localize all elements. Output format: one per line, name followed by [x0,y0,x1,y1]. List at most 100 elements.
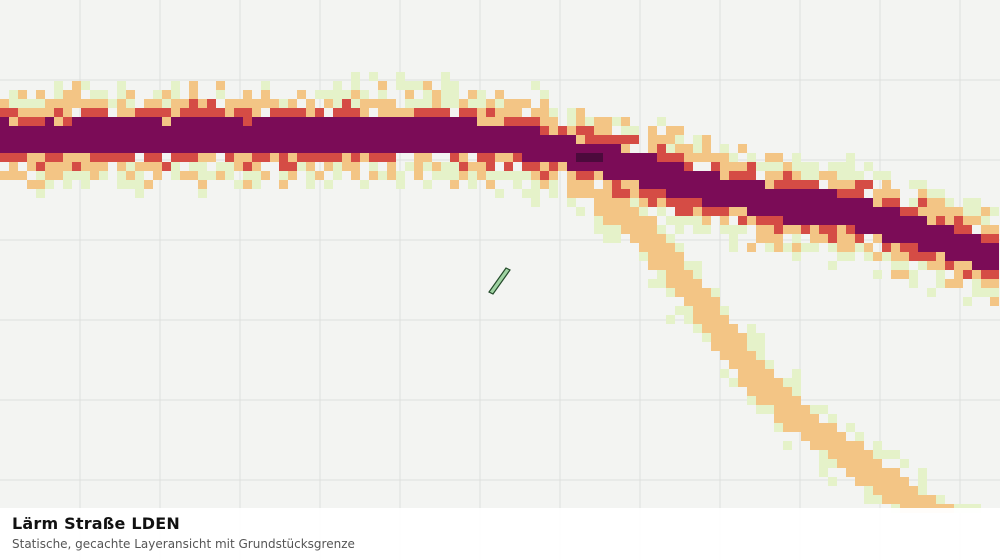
noise-cell-high [252,153,261,162]
noise-cell-very-high [72,126,81,135]
noise-cell-mid [306,99,315,108]
noise-cell-very-high [324,117,333,126]
noise-cell-mid [900,270,909,279]
noise-cell-low [792,162,801,171]
noise-cell-very-high [108,135,117,144]
noise-cell-mid [567,180,576,189]
noise-cell-mid [909,486,918,495]
noise-cell-mid [747,360,756,369]
noise-cell-mid [387,99,396,108]
noise-cell-very-high [648,153,657,162]
noise-cell-mid [603,216,612,225]
noise-cell-very-high [36,126,45,135]
noise-cell-low [684,315,693,324]
noise-cell-mid [720,171,729,180]
noise-cell-mid [450,180,459,189]
noise-cell-very-high [270,126,279,135]
noise-cell-very-high [603,153,612,162]
noise-cell-mid [927,198,936,207]
noise-cell-low [99,171,108,180]
noise-cell-high [585,126,594,135]
noise-cell-very-high [387,126,396,135]
noise-cell-very-high [504,144,513,153]
noise-cell-max [585,153,594,162]
noise-cell-very-high [954,243,963,252]
noise-cell-high [423,108,432,117]
noise-cell-very-high [369,144,378,153]
noise-cell-high [261,153,270,162]
noise-cell-low [684,306,693,315]
noise-cell-very-high [945,252,954,261]
noise-cell-mid [189,81,198,90]
noise-cell-mid [864,450,873,459]
noise-cell-low [369,72,378,81]
noise-cell-low [531,198,540,207]
noise-cell-mid [288,99,297,108]
noise-cell-mid [495,153,504,162]
noise-cell-mid [891,243,900,252]
parcel-boundary[interactable] [488,267,511,295]
noise-cell-high [324,153,333,162]
noise-cell-very-high [927,243,936,252]
noise-cell-mid [0,99,9,108]
noise-cell-low [756,405,765,414]
noise-cell-very-high [621,171,630,180]
noise-cell-high [774,180,783,189]
noise-cell-low [252,171,261,180]
noise-cell-low [531,81,540,90]
noise-cell-mid [90,162,99,171]
noise-cell-mid [369,99,378,108]
noise-cell-high [297,108,306,117]
noise-cell-very-high [126,117,135,126]
noise-cell-very-high [468,144,477,153]
noise-cell-mid [927,261,936,270]
noise-cell-high [621,135,630,144]
noise-cell-mid [873,252,882,261]
noise-cell-low [837,252,846,261]
noise-cell-low [774,423,783,432]
noise-cell-high [846,189,855,198]
noise-cell-very-high [639,180,648,189]
noise-cell-low [477,99,486,108]
noise-cell-very-high [495,135,504,144]
noise-cell-very-high [603,171,612,180]
noise-cell-high [585,171,594,180]
noise-cell-low [801,243,810,252]
noise-cell-mid [621,225,630,234]
noise-cell-low [423,99,432,108]
noise-cell-mid [81,153,90,162]
noise-cell-high [675,153,684,162]
noise-cell-high [612,180,621,189]
noise-cell-very-high [450,135,459,144]
noise-cell-low [135,180,144,189]
noise-cell-high [909,252,918,261]
noise-cell-low [738,225,747,234]
noise-cell-low [333,171,342,180]
noise-cell-mid [603,189,612,198]
noise-cell-mid [693,279,702,288]
noise-cell-mid [873,486,882,495]
noise-cell-low [36,189,45,198]
noise-cell-high [747,171,756,180]
noise-cell-very-high [117,135,126,144]
noise-cell-low [792,378,801,387]
noise-cell-very-high [297,135,306,144]
noise-cell-mid [783,396,792,405]
noise-cell-very-high [315,144,324,153]
noise-cell-very-high [756,207,765,216]
noise-cell-very-high [135,135,144,144]
noise-cell-low [495,99,504,108]
noise-cell-low [747,342,756,351]
noise-cell-low [702,333,711,342]
noise-cell-very-high [477,135,486,144]
noise-cell-very-high [900,234,909,243]
noise-cell-very-high [225,117,234,126]
noise-cell-low [414,81,423,90]
noise-cell-mid [711,306,720,315]
noise-cell-mid [477,117,486,126]
noise-cell-mid [54,117,63,126]
noise-cell-low [504,171,513,180]
noise-cell-mid [828,423,837,432]
noise-cell-mid [531,108,540,117]
